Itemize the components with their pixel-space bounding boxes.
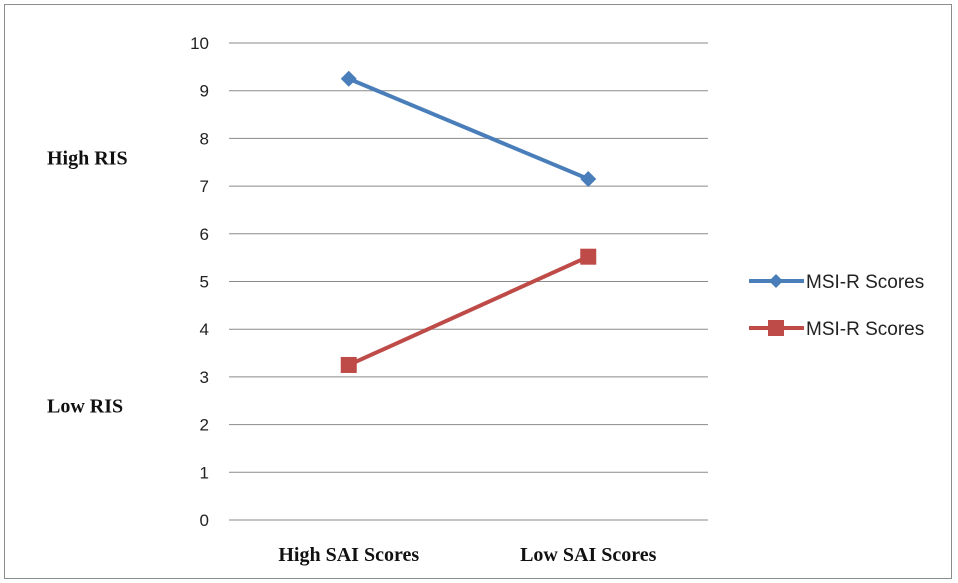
chart-frame: 0 1 2 3 4 5 6 7 8 9 10 High SAI Scores Low SAI Scor… [4, 4, 952, 579]
line-chart: 0 1 2 3 4 5 6 7 8 9 10 High SAI Scores Low SAI Scor… [47, 34, 924, 566]
y-tick-label: 1 [200, 463, 209, 482]
series-layer [340, 70, 597, 373]
x-category-labels: High SAI Scores Low SAI Scores [278, 544, 656, 566]
series-2 [340, 248, 597, 373]
y-tick-label: 8 [200, 129, 209, 148]
series-1 [340, 70, 597, 187]
gridlines [229, 42, 708, 521]
y-tick-label: 6 [200, 225, 209, 244]
y-tick-label: 3 [200, 368, 209, 387]
y-tick-label: 9 [200, 82, 209, 101]
side-annotations: High RIS Low RIS [47, 147, 128, 417]
legend: MSI-R Scores MSI-R Scores [749, 272, 924, 340]
legend-item-2: MSI-R Scores [749, 319, 924, 340]
legend-item-1: MSI-R Scores [749, 272, 924, 293]
legend-label: MSI-R Scores [806, 319, 924, 340]
x-category-label: Low SAI Scores [520, 544, 657, 566]
data-point-diamond [340, 70, 357, 87]
side-annotation: Low RIS [47, 396, 123, 418]
y-tick-labels: 0 1 2 3 4 5 6 7 8 9 10 [190, 34, 209, 530]
y-tick-label: 0 [200, 511, 209, 530]
legend-label: MSI-R Scores [806, 272, 924, 293]
y-tick-label: 5 [200, 273, 209, 292]
data-point-diamond [580, 170, 597, 187]
y-tick-label: 4 [200, 320, 209, 339]
side-annotation: High RIS [47, 147, 128, 169]
data-point-square [580, 248, 597, 265]
legend-marker-diamond [769, 274, 783, 288]
series-line [347, 76, 590, 181]
y-tick-label: 2 [200, 416, 209, 435]
x-category-label: High SAI Scores [278, 544, 419, 566]
series-line [347, 254, 590, 367]
legend-marker-square [768, 320, 784, 336]
data-point-square [340, 356, 357, 373]
y-tick-label: 7 [200, 177, 209, 196]
y-tick-label: 10 [190, 34, 209, 53]
